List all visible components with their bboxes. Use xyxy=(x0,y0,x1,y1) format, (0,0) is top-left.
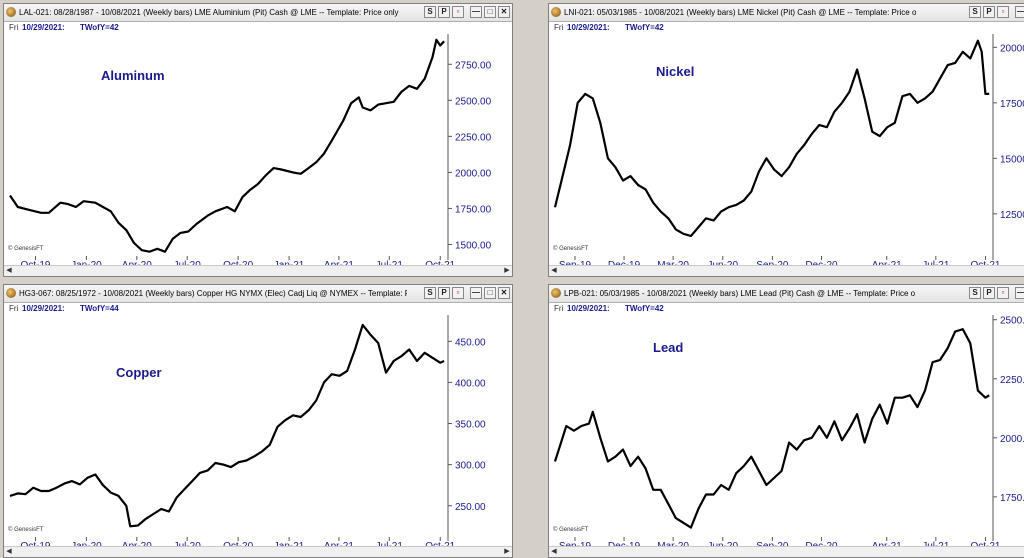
horizontal-scrollbar[interactable]: ◀▶ xyxy=(4,546,512,557)
chart-svg: 1500.00 1750.00 2000.00 2250.00 2500.00 2750.… xyxy=(8,34,492,271)
window-titlebar: LPB-021: 05/03/1985 - 10/08/2021 (Weekly… xyxy=(549,285,1024,303)
scroll-left-icon[interactable]: ◀ xyxy=(551,267,557,274)
s-button[interactable]: S xyxy=(424,287,436,299)
maximize-icon[interactable]: □ xyxy=(484,287,496,299)
y-tick-label: 20000.00 xyxy=(1000,43,1024,54)
chart-title: Copper xyxy=(116,365,162,380)
color-button[interactable]: ▫ xyxy=(452,6,464,18)
minimize-icon[interactable]: — xyxy=(1015,6,1024,18)
y-tick-label: 450.00 xyxy=(455,337,486,348)
date-label: 10/29/2021: xyxy=(22,304,65,313)
scroll-left-icon[interactable]: ◀ xyxy=(6,267,12,274)
credit-label: © GenesisFT xyxy=(8,526,44,533)
chart-svg: 250.00300.00350.00400.00450.00Oct-19Jan-… xyxy=(8,315,486,552)
chart-svg: 1750.002000.002250.002500.00Sep-19Dec-19… xyxy=(553,315,1024,552)
color-button[interactable]: ▫ xyxy=(997,6,1009,18)
window-title: HG3-067: 08/25/1972 - 10/08/2021 (Weekly… xyxy=(19,289,407,298)
y-tick-label: 1750.00 xyxy=(455,204,492,215)
price-series-line xyxy=(9,323,445,528)
y-tick-label: 2750.00 xyxy=(455,60,492,71)
app-icon xyxy=(551,288,561,298)
horizontal-scrollbar[interactable]: ◀▶ xyxy=(549,265,1024,276)
scroll-right-icon[interactable]: ▶ xyxy=(504,267,510,274)
horizontal-scrollbar[interactable]: ◀▶ xyxy=(4,265,512,276)
window-titlebar: LAL-021: 08/28/1987 - 10/08/2021 (Weekly… xyxy=(4,4,512,22)
date-bar: Fri 10/29/2021: TWofY=42 xyxy=(549,21,1024,34)
chart-title: Nickel xyxy=(656,64,694,79)
maximize-icon[interactable]: □ xyxy=(484,6,496,18)
twofy-label: TWofY=42 xyxy=(625,23,664,32)
p-button[interactable]: P xyxy=(983,287,995,299)
credit-label: © GenesisFT xyxy=(8,245,44,252)
day-label: Fri xyxy=(9,304,19,313)
close-icon[interactable]: ✕ xyxy=(498,6,510,18)
nickel-panel: LNI-021: 05/03/1985 - 10/08/2021 (Weekly… xyxy=(548,3,1024,277)
copper-panel: HG3-067: 08/25/1972 - 10/08/2021 (Weekly… xyxy=(3,284,513,558)
date-label: 10/29/2021: xyxy=(22,23,65,32)
y-tick-label: 2500.00 xyxy=(1000,316,1024,327)
day-label: Fri xyxy=(9,23,19,32)
window-title: LAL-021: 08/28/1987 - 10/08/2021 (Weekly… xyxy=(19,8,399,17)
date-label: 10/29/2021: xyxy=(567,304,610,313)
p-button[interactable]: P xyxy=(438,6,450,18)
close-icon[interactable]: ✕ xyxy=(498,287,510,299)
y-tick-label: 12500.00 xyxy=(1000,210,1024,221)
aluminum-panel: LAL-021: 08/28/1987 - 10/08/2021 (Weekly… xyxy=(3,3,513,277)
minimize-icon[interactable]: — xyxy=(1015,287,1024,299)
price-series-line xyxy=(553,39,990,238)
y-tick-label: 350.00 xyxy=(455,420,486,431)
day-label: Fri xyxy=(554,23,564,32)
y-tick-label: 15000.00 xyxy=(1000,154,1024,165)
twofy-label: TWofY=44 xyxy=(80,304,119,313)
chart-title: Lead xyxy=(653,340,683,355)
window-title: LNI-021: 05/03/1985 - 10/08/2021 (Weekly… xyxy=(564,8,917,17)
s-button[interactable]: S xyxy=(969,6,981,18)
scroll-right-icon[interactable]: ▶ xyxy=(504,548,510,555)
color-button[interactable]: ▫ xyxy=(452,287,464,299)
app-icon xyxy=(6,288,16,298)
y-tick-label: 17500.00 xyxy=(1000,99,1024,110)
scroll-left-icon[interactable]: ◀ xyxy=(6,548,12,555)
p-button[interactable]: P xyxy=(438,287,450,299)
y-tick-label: 1750.00 xyxy=(1000,493,1024,504)
window-title: LPB-021: 05/03/1985 - 10/08/2021 (Weekly… xyxy=(564,289,916,298)
y-tick-label: 400.00 xyxy=(455,378,486,389)
app-icon xyxy=(551,7,561,17)
credit-label: © GenesisFT xyxy=(553,526,589,533)
p-button[interactable]: P xyxy=(983,6,995,18)
date-label: 10/29/2021: xyxy=(567,23,610,32)
s-button[interactable]: S xyxy=(424,6,436,18)
day-label: Fri xyxy=(554,304,564,313)
app-icon xyxy=(6,7,16,17)
credit-label: © GenesisFT xyxy=(553,245,589,252)
lead-panel: LPB-021: 05/03/1985 - 10/08/2021 (Weekly… xyxy=(548,284,1024,558)
y-tick-label: 250.00 xyxy=(455,502,486,513)
twofy-label: TWofY=42 xyxy=(80,23,119,32)
window-titlebar: LNI-021: 05/03/1985 - 10/08/2021 (Weekly… xyxy=(549,4,1024,22)
scroll-left-icon[interactable]: ◀ xyxy=(551,548,557,555)
date-bar: Fri 10/29/2021: TWofY=44 xyxy=(4,302,512,315)
window-titlebar: HG3-067: 08/25/1972 - 10/08/2021 (Weekly… xyxy=(4,285,512,303)
color-button[interactable]: ▫ xyxy=(997,287,1009,299)
date-bar: Fri 10/29/2021: TWofY=42 xyxy=(4,21,512,34)
y-tick-label: 2500.00 xyxy=(455,96,492,107)
minimize-icon[interactable]: — xyxy=(470,6,482,18)
horizontal-scrollbar[interactable]: ◀▶ xyxy=(549,546,1024,557)
y-tick-label: 1500.00 xyxy=(455,240,492,251)
y-tick-label: 2250.00 xyxy=(1000,375,1024,386)
chart-title: Aluminum xyxy=(101,68,165,83)
twofy-label: TWofY=42 xyxy=(625,304,664,313)
y-tick-label: 2000.00 xyxy=(1000,434,1024,445)
y-tick-label: 300.00 xyxy=(455,461,486,472)
chart-svg: 12500.0015000.0017500.0020000.00Sep-19De… xyxy=(553,34,1024,271)
s-button[interactable]: S xyxy=(969,287,981,299)
y-tick-label: 2250.00 xyxy=(455,132,492,143)
y-tick-label: 2000.00 xyxy=(455,168,492,179)
date-bar: Fri 10/29/2021: TWofY=42 xyxy=(549,302,1024,315)
minimize-icon[interactable]: — xyxy=(470,287,482,299)
price-series-line xyxy=(553,328,990,529)
price-series-line xyxy=(9,38,445,253)
